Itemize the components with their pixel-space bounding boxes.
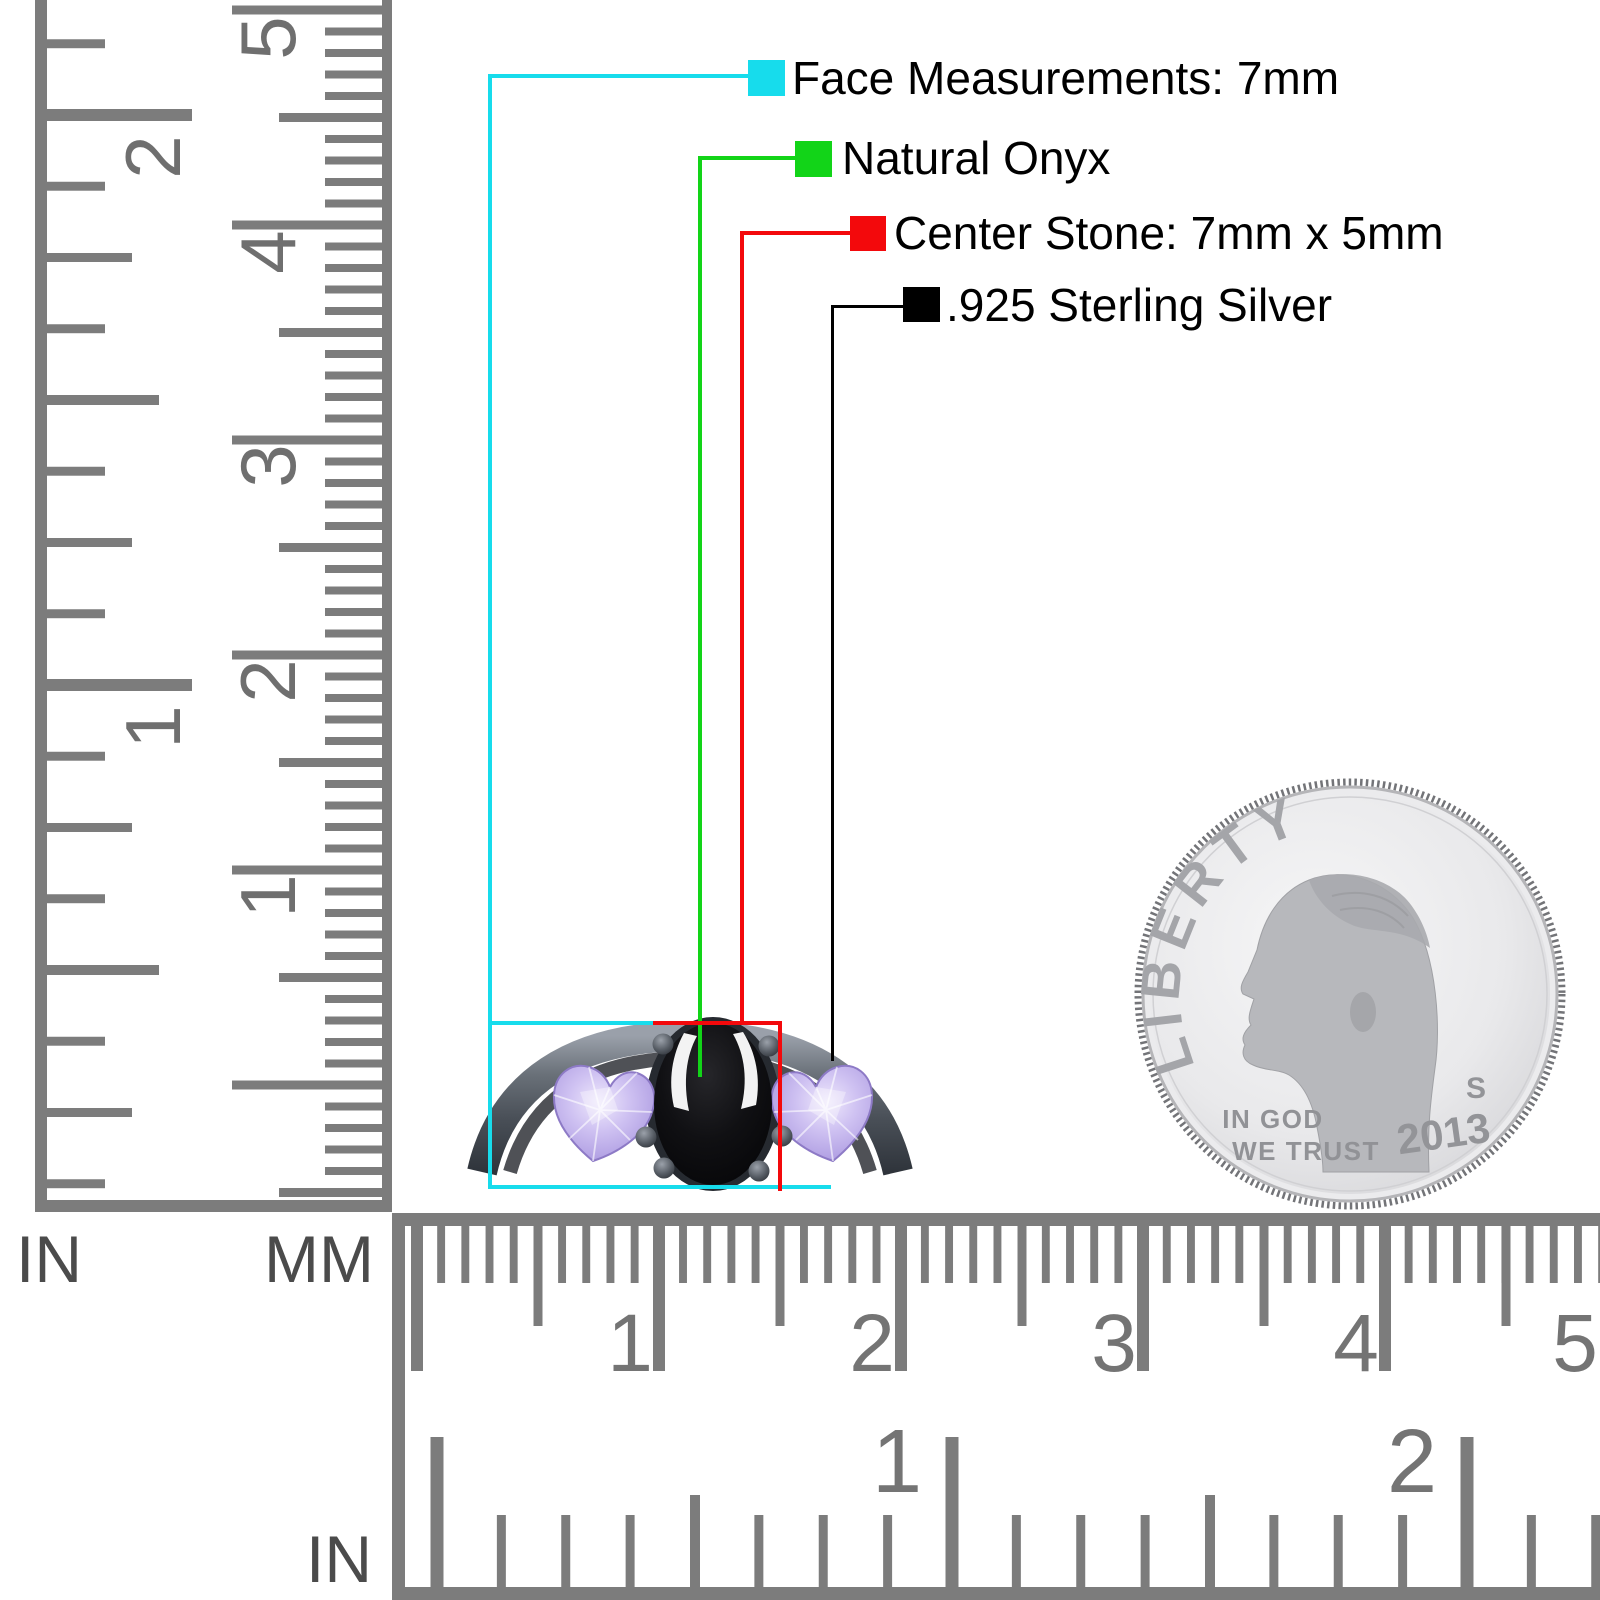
hruler-mm-number: 5 [1552,1298,1598,1389]
coin-inner-ring [1152,796,1548,1192]
coin-mint-mark: S [1466,1072,1486,1105]
dime-coin: LIBERTY IN GOD WE TRUST S 2013 [1132,778,1566,1210]
vertical-ruler-mm-ticks [230,0,392,1202]
legend-label-centerstone: Center Stone: 7mm x 5mm [894,207,1444,259]
coin-motto-line1: IN GOD [1222,1104,1323,1134]
vruler-mm-number: 2 [224,659,312,703]
callout-line-silver-horizontal [833,305,905,308]
horizontal-ruler [392,1213,1600,1600]
coin-reeded-edge [1134,778,1566,1210]
vertical-ruler-inch-unit-label: IN [16,1222,82,1296]
callout-line-centerstone-horizontal [742,231,852,235]
ring-image [467,1017,913,1191]
legend-label-face: Face Measurements: 7mm [792,52,1340,104]
legend-label-onyx: Natural Onyx [842,132,1111,184]
hruler-mm-number: 1 [607,1298,653,1389]
vruler-mm-number: 4 [224,230,312,274]
vertical-ruler-inch-ticks [35,0,247,1202]
horizontal-ruler-inch-unit-label: IN [306,1522,372,1596]
callout-line-centerstone-vertical [740,231,744,1022]
hruler-inch-number: 2 [1386,1412,1438,1512]
callout-line-face-horizontal [490,74,748,78]
hruler-mm-number: 4 [1333,1298,1379,1389]
legend-label-silver: .925 Sterling Silver [946,279,1333,331]
callout-face-box-top [491,1021,653,1025]
stone-highlight-right [733,1032,758,1109]
vruler-mm-number: 1 [224,874,312,918]
callout-line-onyx-vertical [698,156,702,1077]
left-side-stone [552,1064,656,1162]
stone-highlight-left [671,1033,697,1111]
hruler-inch-number: 1 [871,1412,923,1512]
roosevelt-portrait [1240,874,1438,1173]
legend-swatch-onyx [795,141,832,177]
hruler-mm-number: 3 [1091,1298,1137,1389]
callout-centerstone-box-top [653,1021,782,1025]
vertical-ruler-bottom-edge [35,1200,392,1212]
hruler-mm-number: 2 [849,1298,895,1389]
callout-line-silver-vertical [831,305,834,1061]
prong-balls [635,1033,793,1182]
callout-centerstone-box-right [778,1021,782,1191]
vertical-ruler: 2 1 5 4 3 2 1 [35,0,392,1212]
horizontal-ruler-inch-ticks [405,1437,1600,1587]
vruler-inch-number: 1 [109,705,197,749]
horizontal-ruler-mm-ticks [405,1226,1600,1396]
callout-line-face-vertical [488,74,492,1189]
callout-face-box-bottom [491,1185,831,1189]
callout-line-onyx-horizontal [700,156,797,160]
vertical-ruler-mm-unit-label: MM [264,1222,374,1296]
vruler-inch-number: 2 [109,135,197,179]
vruler-mm-number: 3 [224,444,312,488]
legend-swatch-centerstone [850,216,886,251]
legend-swatch-silver [903,287,940,322]
vruler-mm-number: 5 [224,16,312,60]
coin-motto-line2: WE TRUST [1232,1136,1380,1166]
legend-swatch-face [748,60,785,96]
